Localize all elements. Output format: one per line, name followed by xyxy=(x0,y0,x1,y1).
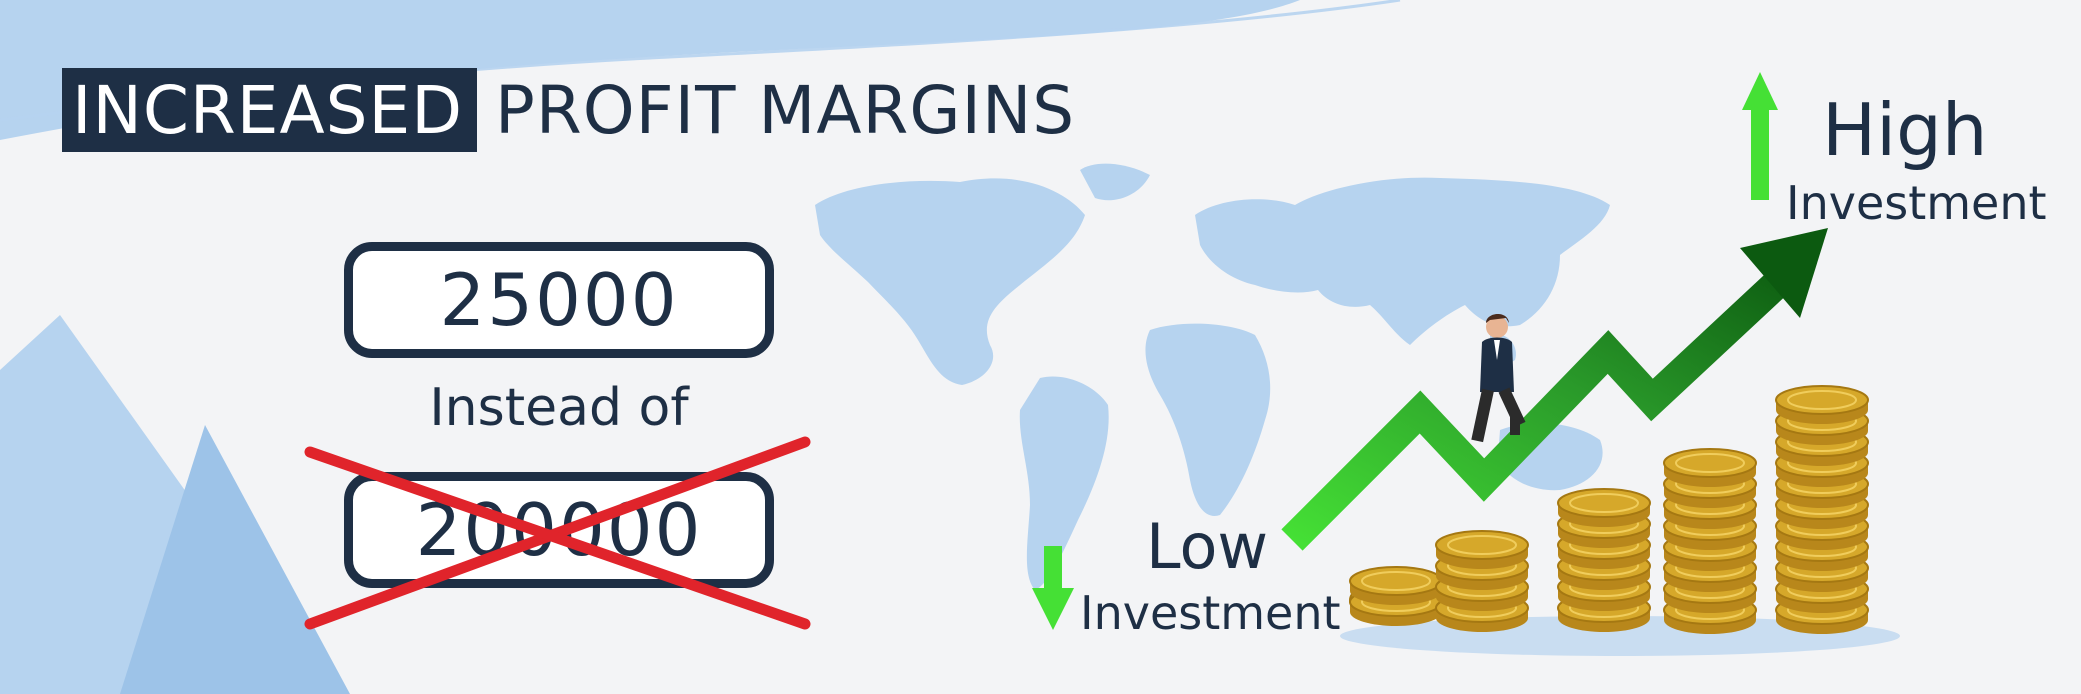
new-amount-box: 25000 xyxy=(344,242,774,358)
high-word: High xyxy=(1822,88,1988,172)
low-word: Low xyxy=(1146,510,1269,583)
down-arrow-icon xyxy=(1032,546,1074,630)
cross-stroke-b xyxy=(304,446,811,630)
mountain-right xyxy=(120,425,350,694)
coin-icon xyxy=(1349,566,1443,605)
high-investment-label: Investment xyxy=(1786,176,2047,230)
title-rest: PROFIT MARGINS xyxy=(495,71,1076,149)
instead-of-label: Instead of xyxy=(429,378,689,438)
growth-arrow-icon xyxy=(1281,228,1828,551)
strike-cross-icon xyxy=(304,436,811,630)
coin-icon xyxy=(1775,385,1869,424)
up-arrow-icon xyxy=(1742,72,1778,200)
businessman-icon xyxy=(1471,313,1526,443)
coin-icon xyxy=(1435,530,1529,569)
new-amount: 25000 xyxy=(439,258,679,342)
coin-stacks xyxy=(1340,385,1900,656)
top-wave xyxy=(0,0,1300,140)
low-investment-label: Investment xyxy=(1080,586,1341,640)
title-highlight: INCREASED xyxy=(62,68,478,152)
coin-icon xyxy=(1557,488,1651,527)
page-title: INCREASED PROFIT MARGINS xyxy=(62,68,1075,152)
coin-icon xyxy=(1663,448,1757,487)
